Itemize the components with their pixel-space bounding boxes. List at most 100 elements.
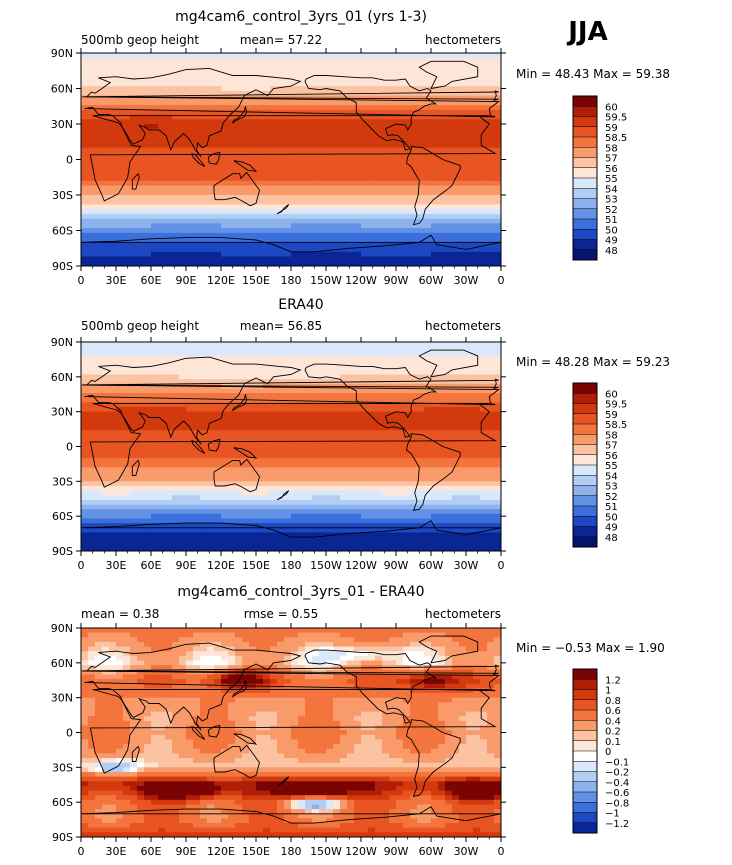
field-cell [242, 109, 250, 116]
field-cell [186, 171, 194, 177]
field-cell [403, 407, 411, 413]
field-cell [319, 365, 327, 371]
field-cell [326, 360, 334, 366]
field-cell [130, 462, 138, 468]
field-cell [179, 247, 187, 253]
field-cell [487, 444, 495, 450]
field-cell [347, 109, 355, 116]
field-cell [459, 109, 467, 116]
field-cell [214, 393, 222, 399]
field-cell [473, 462, 481, 468]
field-cell [368, 251, 376, 258]
field-cell [151, 166, 159, 172]
field-cell [81, 180, 89, 187]
field-cell [298, 199, 306, 206]
field-cell [382, 416, 390, 422]
field-cell [494, 247, 501, 253]
field-cell [403, 420, 411, 427]
field-cell [417, 213, 425, 220]
field-cell [480, 388, 488, 394]
field-cell [151, 204, 159, 210]
field-cell [312, 490, 320, 496]
field-cell [403, 138, 411, 144]
field-cell [312, 360, 320, 366]
field-cell [186, 114, 194, 120]
field-cell [158, 199, 166, 206]
field-cell [305, 71, 313, 78]
field-cell [179, 76, 187, 82]
field-cell [277, 166, 285, 172]
field-cell [151, 180, 159, 187]
field-cell [137, 223, 145, 229]
field-cell [403, 256, 411, 262]
field-cell [389, 365, 397, 371]
field-cell [340, 176, 348, 182]
field-cell [417, 232, 425, 239]
field-cell [270, 369, 278, 376]
field-cell [347, 351, 355, 357]
field-cell [305, 128, 313, 135]
field-cell [81, 232, 89, 239]
field-cell [347, 190, 355, 196]
colorbar-label: 53 [605, 195, 618, 206]
field-cell [102, 504, 110, 510]
field-cell [410, 430, 418, 436]
field-cell [396, 161, 404, 168]
field-cell [270, 476, 278, 482]
field-cell [438, 434, 446, 441]
field-cell [305, 223, 313, 229]
field-cell [256, 251, 264, 258]
field-cell [389, 109, 397, 116]
field-cell [326, 369, 334, 376]
field-cell [165, 476, 173, 482]
field-cell [102, 90, 110, 97]
field-cell [179, 100, 187, 106]
field-cell [466, 247, 474, 253]
field-cell [438, 369, 446, 376]
field-cell [375, 62, 383, 68]
field-cell [298, 342, 306, 348]
field-cell [368, 119, 376, 125]
field-cell [235, 388, 243, 394]
colorbar-swatch [573, 157, 597, 169]
field-cell [326, 256, 334, 262]
field-cell [480, 369, 488, 376]
field-cell [207, 237, 215, 243]
field-cell [382, 439, 390, 445]
field-cell [452, 95, 460, 101]
field-cell [340, 444, 348, 450]
field-cell [473, 448, 481, 455]
field-cell [480, 420, 488, 427]
field-cell [151, 342, 159, 348]
field-cell [284, 90, 292, 97]
field-cell [431, 67, 439, 73]
field-cell [186, 247, 194, 253]
field-cell [144, 261, 152, 266]
field-cell [137, 213, 145, 220]
field-cell [102, 157, 110, 163]
field-cell [221, 388, 229, 394]
field-cell [382, 180, 390, 187]
field-cell [116, 81, 124, 87]
field-cell [389, 133, 397, 139]
field-cell [396, 416, 404, 422]
field-cell [333, 195, 341, 201]
field-cell [494, 152, 501, 158]
field-cell [326, 247, 334, 253]
field-cell [445, 439, 453, 445]
field-cell [284, 171, 292, 177]
field-cell [116, 251, 124, 258]
field-cell [466, 124, 474, 130]
field-cell [417, 379, 425, 385]
field-cell [109, 351, 117, 357]
field-cell [431, 495, 439, 501]
field-cell [109, 204, 117, 210]
field-cell [270, 472, 278, 478]
field-cell [438, 95, 446, 101]
field-cell [270, 119, 278, 125]
field-cell [172, 360, 180, 366]
field-cell [235, 453, 243, 459]
field-cell [207, 105, 215, 111]
field-cell [291, 105, 299, 111]
field-cell [347, 228, 355, 234]
